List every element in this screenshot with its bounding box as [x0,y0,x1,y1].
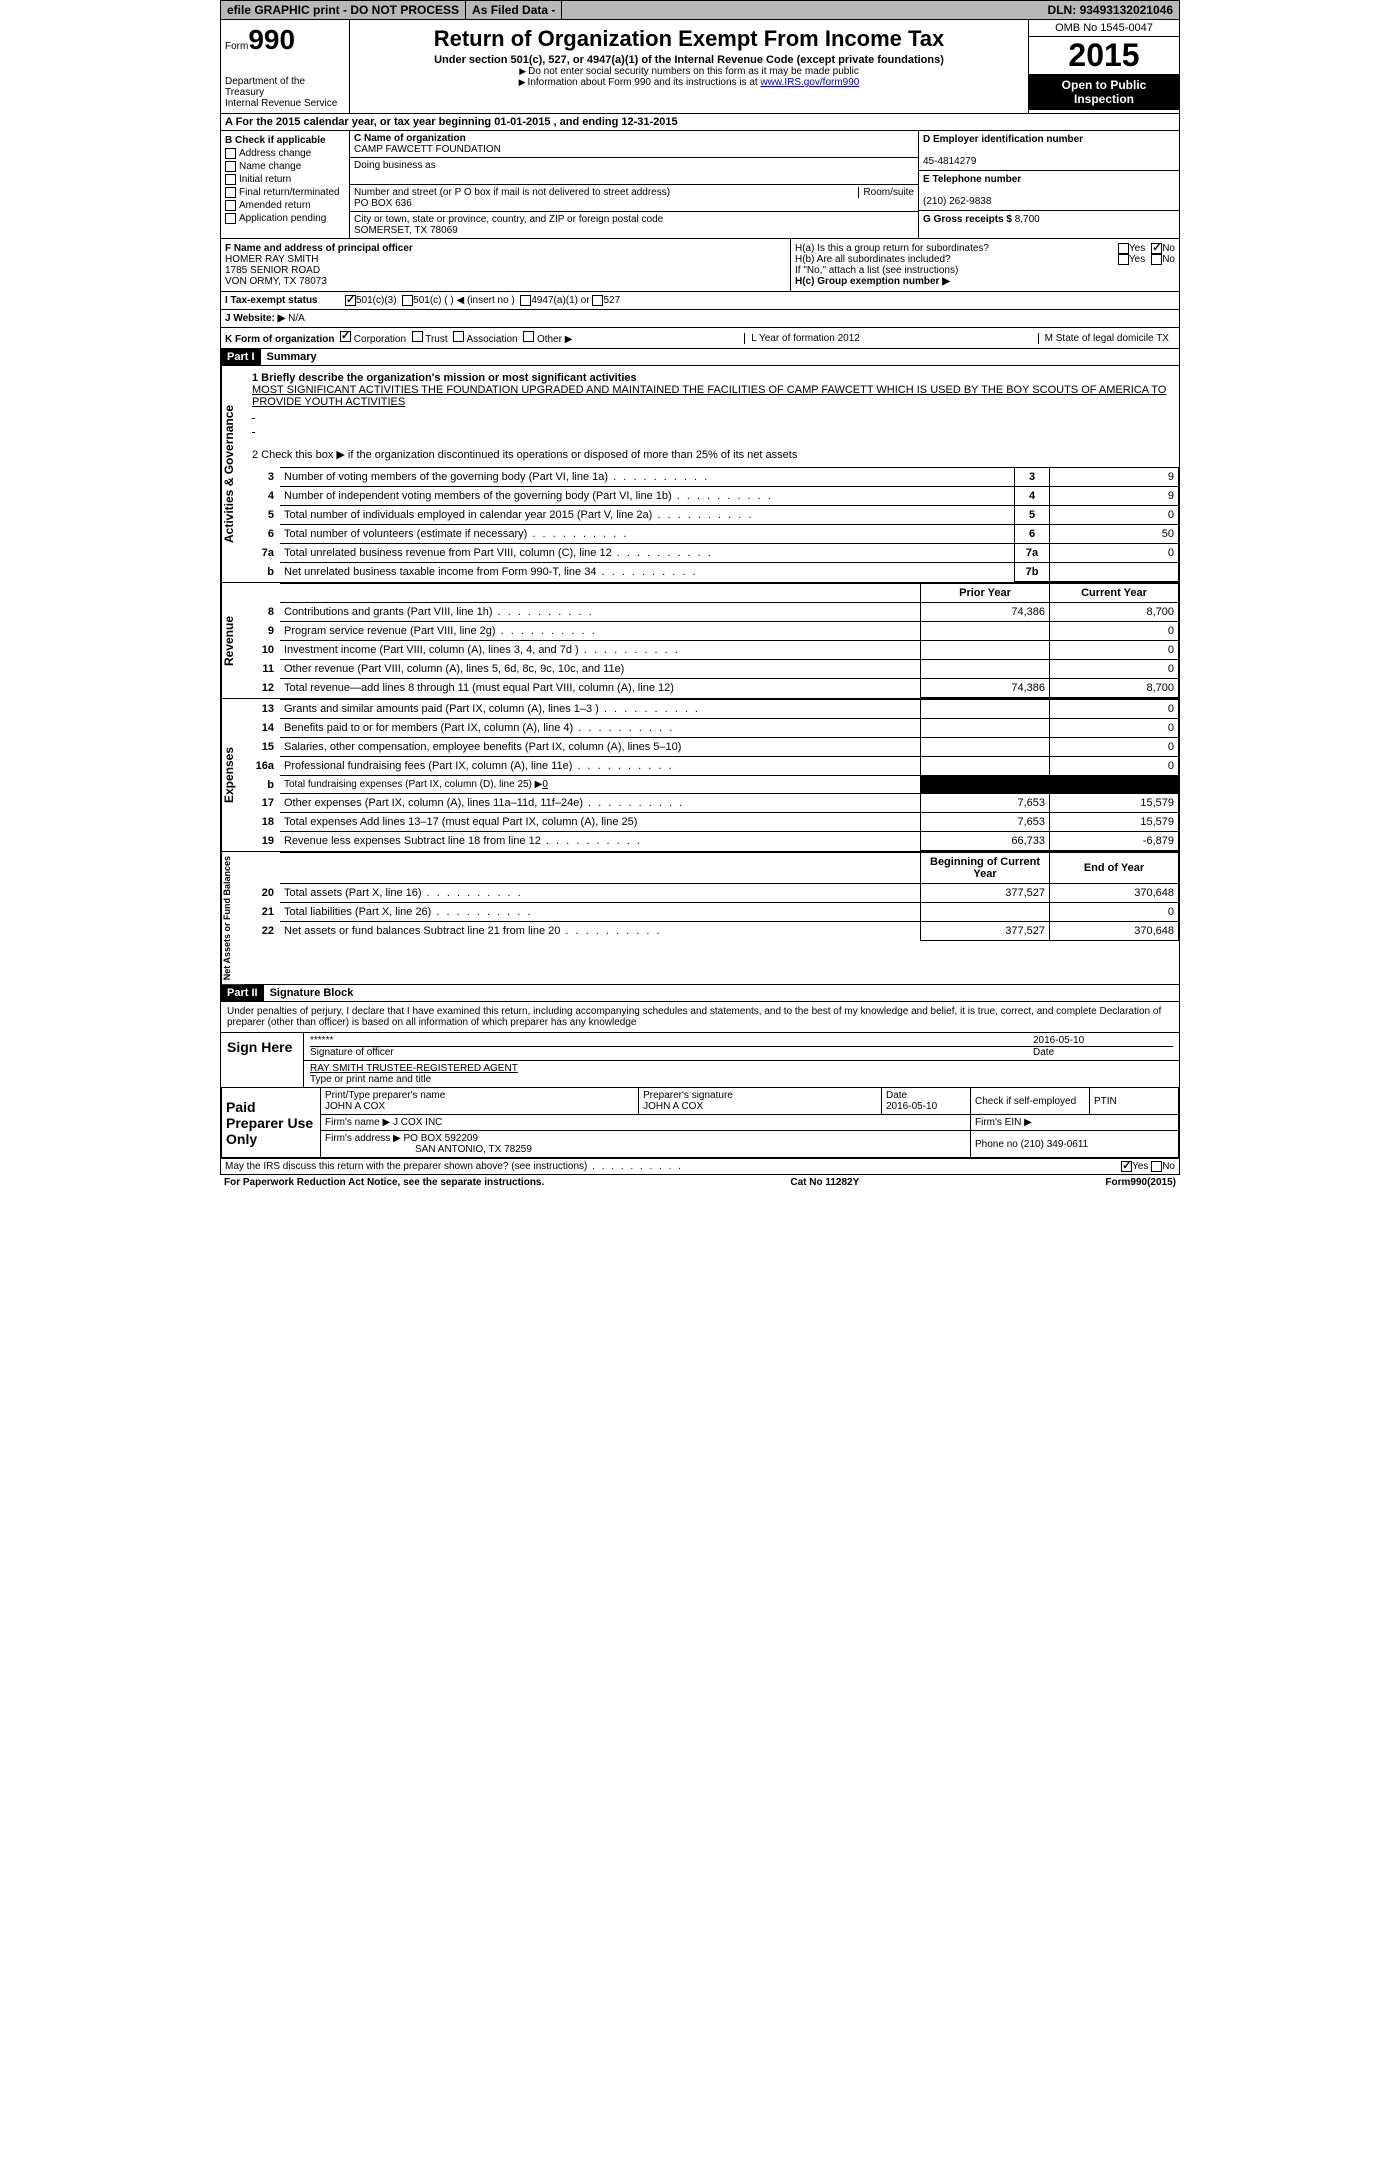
net-assets-block: Net Assets or Fund Balances Beginning of… [220,852,1180,985]
chk-501c[interactable] [402,295,413,306]
mission-block: 1 Briefly describe the organization's mi… [244,366,1179,467]
paid-preparer-table: Paid Preparer Use Only Print/Type prepar… [221,1087,1179,1158]
form-header: Form990 Department of the Treasury Inter… [220,20,1180,114]
top-bar: efile GRAPHIC print - DO NOT PROCESS As … [220,0,1180,20]
as-filed: As Filed Data - [466,1,562,19]
chk-527[interactable] [592,295,603,306]
entity-mid: C Name of organization CAMP FAWCETT FOUN… [350,131,918,238]
h-block: H(a) Is this a group return for subordin… [791,239,1179,291]
officer-h-row: F Name and address of principal officer … [220,239,1180,292]
chk-final[interactable] [225,187,236,198]
website-row: J Website: ▶ N/A [220,310,1180,328]
sign-here-label: Sign Here [221,1033,304,1087]
signature-block: Under penalties of perjury, I declare th… [220,1002,1180,1175]
tab-governance: Activities & Governance [221,366,244,582]
chk-amended[interactable] [225,200,236,211]
tab-revenue: Revenue [221,583,244,698]
discuss-yes[interactable] [1121,1161,1132,1172]
officer-block: F Name and address of principal officer … [221,239,791,291]
chk-501c3[interactable] [345,295,356,306]
chk-name[interactable] [225,161,236,172]
activities-governance: Activities & Governance 1 Briefly descri… [220,366,1180,583]
chk-4947[interactable] [520,295,531,306]
chk-address[interactable] [225,148,236,159]
governance-lines: 3Number of voting members of the governi… [244,467,1179,582]
ha-no[interactable] [1151,243,1162,254]
irs-link[interactable]: www.IRS.gov/form990 [760,77,859,88]
hb-yes[interactable] [1118,254,1129,265]
expenses-block: Expenses 13Grants and similar amounts pa… [220,699,1180,852]
revenue-block: Revenue Prior YearCurrent Year 8Contribu… [220,583,1180,699]
header-right: OMB No 1545-0047 2015 Open to Public Ins… [1028,20,1179,113]
chk-other[interactable] [523,331,534,342]
tax-year-row: A For the 2015 calendar year, or tax yea… [220,114,1180,131]
bottom-row: For Paperwork Reduction Act Notice, see … [220,1175,1180,1190]
k-row: K Form of organization Corporation Trust… [220,328,1180,349]
discuss-no[interactable] [1151,1161,1162,1172]
entity-right: D Employer identification number 45-4814… [918,131,1179,238]
expense-lines: 13Grants and similar amounts paid (Part … [244,699,1179,851]
dln: DLN: 93493132021046 [1042,1,1179,19]
chk-assoc[interactable] [453,331,464,342]
header-mid: Return of Organization Exempt From Incom… [350,20,1028,113]
form-990-page: efile GRAPHIC print - DO NOT PROCESS As … [220,0,1180,1190]
tab-net-assets: Net Assets or Fund Balances [221,852,244,984]
hb-no[interactable] [1151,254,1162,265]
part-i-header: Part I Summary [220,349,1180,366]
tab-expenses: Expenses [221,699,244,851]
chk-app[interactable] [225,213,236,224]
chk-corp[interactable] [340,331,351,342]
form-title: Return of Organization Exempt From Incom… [358,26,1020,52]
chk-trust[interactable] [412,331,423,342]
check-boxes: B Check if applicable Address change Nam… [221,131,350,238]
efile-notice: efile GRAPHIC print - DO NOT PROCESS [221,1,466,19]
tax-status-row: I Tax-exempt status 501(c)(3) 501(c) ( )… [220,292,1180,310]
entity-block: B Check if applicable Address change Nam… [220,131,1180,239]
chk-initial[interactable] [225,174,236,185]
header-left: Form990 Department of the Treasury Inter… [221,20,350,113]
net-asset-lines: Beginning of Current YearEnd of Year 20T… [244,852,1179,941]
part-ii-header: Part II Signature Block [220,985,1180,1002]
revenue-lines: Prior YearCurrent Year 8Contributions an… [244,583,1179,698]
ha-yes[interactable] [1118,243,1129,254]
